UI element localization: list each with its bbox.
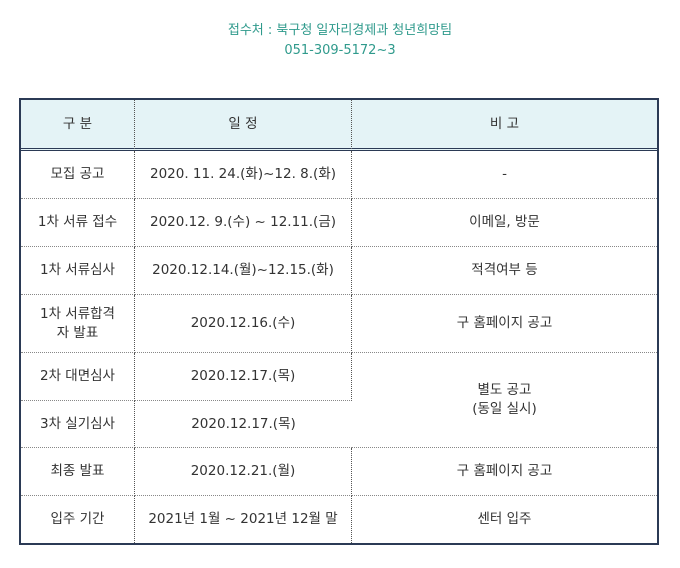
row-note-line1: 별도 공고 xyxy=(477,382,532,398)
row-note: 구 홈페이지 공고 xyxy=(352,448,657,496)
row-note: 적격여부 등 xyxy=(352,247,657,295)
table-row: 최종 발표 2020.12.21.(월) 구 홈페이지 공고 xyxy=(21,448,657,496)
table-header-row: 구 분 일 정 비 고 xyxy=(21,100,657,151)
table-row: 1차 서류심사 2020.12.14.(월)~12.15.(화) 적격여부 등 xyxy=(21,247,657,295)
row-schedule: 2020.12.17.(목) xyxy=(135,401,352,448)
row-category: 최종 발표 xyxy=(21,448,135,496)
row-category-line2: 자 발표 xyxy=(56,324,99,341)
row-note: 센터 입주 xyxy=(477,511,532,527)
schedule-table: 구 분 일 정 비 고 모집 공고 2020. 11. 24.(화)~12. 8… xyxy=(19,98,659,545)
row-category: 입주 기간 xyxy=(21,496,135,543)
row-schedule: 2020.12. 9.(수) ~ 12.11.(금) xyxy=(135,199,352,247)
row-category: 1차 서류심사 xyxy=(21,247,135,295)
table-row: 2차 대면심사 2020.12.17.(목) 별도 공고 (동일 실시) xyxy=(21,353,657,448)
contact-phone: 051-309-5172~3 xyxy=(284,43,396,58)
row-note: 이메일, 방문 xyxy=(352,199,657,247)
header-category: 구 분 xyxy=(21,100,135,151)
row-category: 1차 서류합격 자 발표 xyxy=(21,295,135,353)
row-schedule: 2020. 11. 24.(화)~12. 8.(화) xyxy=(135,151,352,199)
row-note: - xyxy=(352,151,657,199)
row-schedule: 2021년 1월 ~ 2021년 12월 말 xyxy=(135,496,352,543)
row-category: 1차 서류 접수 xyxy=(21,199,135,247)
row-schedule: 2020.12.16.(수) xyxy=(135,295,352,353)
contact-office: 접수처 : 북구청 일자리경제과 청년희망팀 xyxy=(227,23,453,38)
row-note-line2: (동일 실시) xyxy=(472,401,537,417)
table-row: 3차 실기심사 2020.12.17.(목) xyxy=(21,401,657,448)
row-note-merged: 별도 공고 (동일 실시) xyxy=(352,353,657,448)
table-row: 입주 기간 2021년 1월 ~ 2021년 12월 말 센터 입주 xyxy=(21,496,657,543)
row-category: 2차 대면심사 xyxy=(21,353,135,401)
row-note: 구 홈페이지 공고 xyxy=(352,295,657,353)
row-category: 3차 실기심사 xyxy=(21,401,135,448)
row-schedule: 2020.12.21.(월) xyxy=(135,448,352,496)
table-row: 1차 서류합격 자 발표 2020.12.16.(수) 구 홈페이지 공고 xyxy=(21,295,657,353)
row-schedule: 2020.12.14.(월)~12.15.(화) xyxy=(135,247,352,295)
header-schedule: 일 정 xyxy=(135,100,352,151)
table-row: 1차 서류 접수 2020.12. 9.(수) ~ 12.11.(금) 이메일,… xyxy=(21,199,657,247)
row-schedule: 2020.12.17.(목) xyxy=(135,353,352,401)
table-row: 모집 공고 2020. 11. 24.(화)~12. 8.(화) - xyxy=(21,151,657,199)
row-category: 모집 공고 xyxy=(21,151,135,199)
row-category-line1: 1차 서류합격 xyxy=(40,305,115,322)
header-note: 비 고 xyxy=(352,100,657,151)
